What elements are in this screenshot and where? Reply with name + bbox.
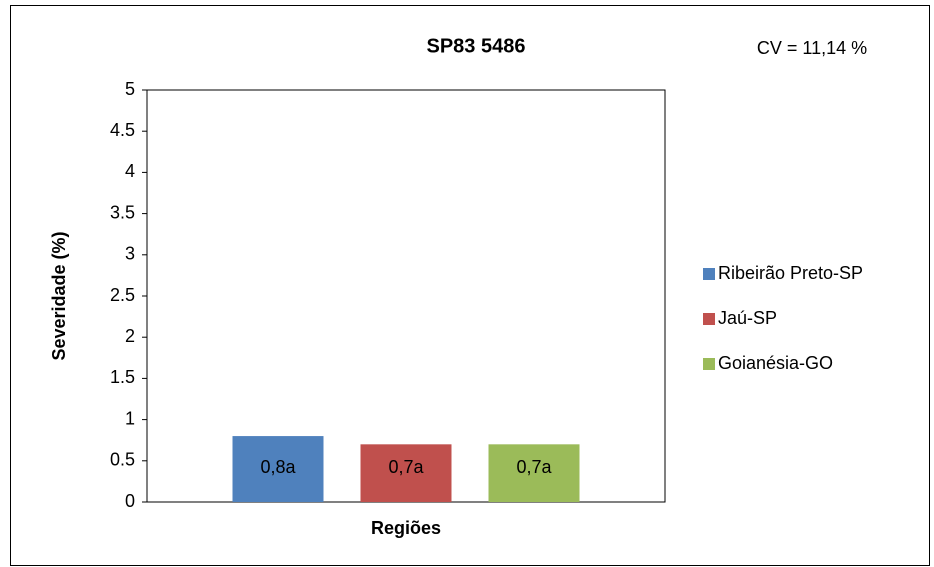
y-tick-label: 0.5: [110, 450, 135, 470]
bar: [488, 444, 580, 502]
y-tick-label: 3.5: [110, 202, 135, 222]
y-tick-label: 3: [125, 244, 135, 264]
legend-swatch: [703, 358, 715, 370]
data-label: 0,7a: [516, 457, 552, 477]
legend-swatch: [703, 313, 715, 325]
y-tick-label: 1: [125, 408, 135, 428]
y-axis-label: Severidade (%): [49, 231, 69, 360]
y-tick-label: 2: [125, 326, 135, 346]
data-label: 0,8a: [260, 457, 296, 477]
legend-label: Goianésia-GO: [718, 353, 833, 373]
y-tick-label: 4: [125, 161, 135, 181]
bar: [232, 436, 324, 502]
chart-frame: [10, 5, 930, 566]
legend-swatch: [703, 268, 715, 280]
y-tick-label: 1.5: [110, 367, 135, 387]
y-tick-label: 5: [125, 79, 135, 99]
annotation: CV = 11,14 %: [757, 38, 867, 58]
legend-label: Ribeirão Preto-SP: [718, 263, 863, 283]
y-tick-label: 0: [125, 491, 135, 511]
bar: [360, 444, 452, 502]
y-tick-label: 4.5: [110, 120, 135, 140]
y-tick-label: 2.5: [110, 285, 135, 305]
x-axis-label: Regiões: [371, 518, 441, 538]
legend-label: Jaú-SP: [718, 308, 777, 328]
chart-title: SP83 5486: [427, 35, 526, 57]
data-label: 0,7a: [388, 457, 424, 477]
